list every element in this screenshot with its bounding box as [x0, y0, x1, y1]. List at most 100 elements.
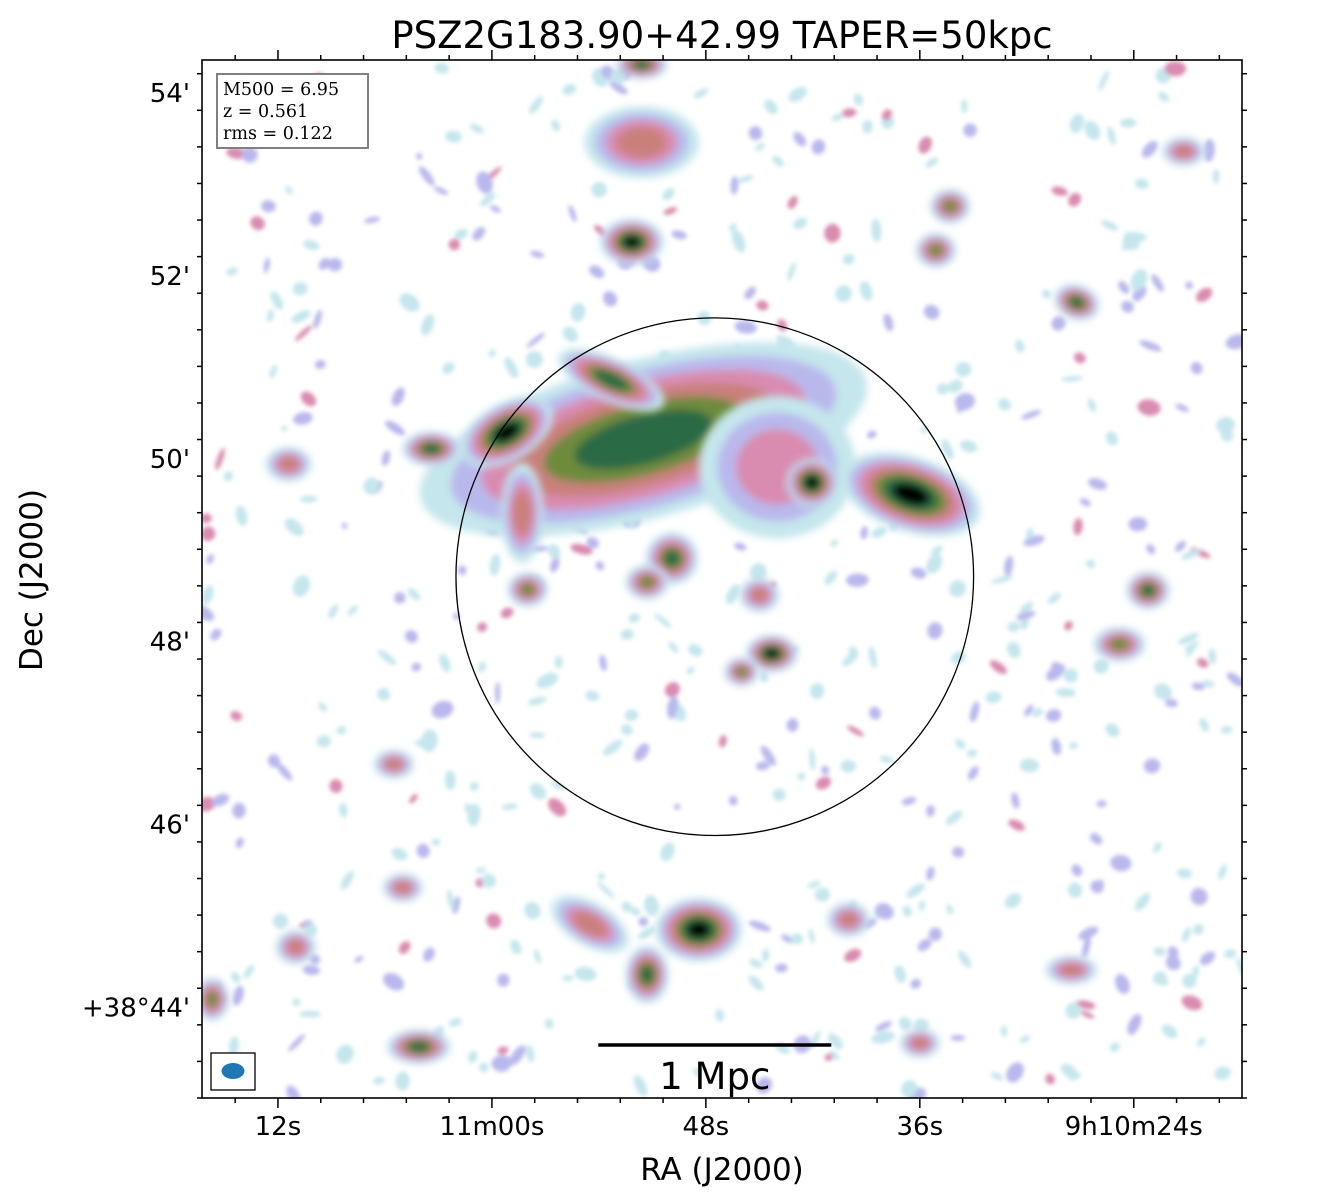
noise-blob [756, 1077, 773, 1094]
source-contour [1174, 145, 1193, 158]
info-rms: rms = 0.122 [223, 124, 333, 144]
noise-blob [529, 732, 545, 738]
radio-source [899, 1028, 940, 1058]
radio-source [1126, 571, 1170, 610]
x-tick-label: 12s [255, 1112, 302, 1142]
info-redshift: z = 0.561 [223, 102, 308, 122]
noise-blob [923, 304, 940, 320]
radio-source [655, 897, 743, 962]
noise-blob [764, 99, 778, 115]
source-contour [595, 370, 628, 390]
noise-blob [807, 880, 821, 889]
noise-blob [793, 132, 807, 147]
noise-blob [787, 262, 796, 281]
source-contour [573, 912, 607, 937]
noise-blob [591, 181, 608, 198]
noise-blob [1225, 334, 1242, 350]
noise-blob [686, 666, 695, 675]
radio-source [551, 895, 629, 953]
noise-blob [737, 175, 754, 183]
noise-blob [1203, 138, 1215, 162]
radio-source [930, 189, 971, 224]
noise-blob [1087, 398, 1096, 412]
noise-blob [1085, 559, 1096, 569]
noise-blob [879, 755, 894, 764]
noise-blob [1176, 868, 1193, 879]
noise-blob [1181, 549, 1201, 560]
noise-blob [409, 793, 418, 804]
noise-blob [860, 526, 868, 540]
radio-source [615, 60, 668, 79]
noise-blob [509, 1045, 526, 1066]
noise-blob [328, 604, 339, 619]
source-contour [633, 60, 650, 70]
noise-blob [1079, 498, 1091, 507]
noise-blob [497, 1046, 509, 1055]
source-contour [640, 965, 654, 984]
noise-blob [1134, 892, 1151, 911]
radio-source [745, 634, 798, 673]
chart-title: PSZ2G183.90+42.99 TAPER=50kpc [391, 14, 1052, 57]
noise-blob [228, 1036, 239, 1057]
noise-blob [1071, 864, 1083, 877]
noise-blob [293, 412, 313, 425]
noise-blob [788, 86, 807, 102]
radio-source [785, 457, 838, 508]
noise-blob [1107, 126, 1116, 146]
noise-blob [1191, 682, 1205, 691]
noise-blob [941, 439, 954, 460]
noise-blob [394, 592, 406, 604]
radio-source [625, 564, 669, 600]
noise-blob [562, 326, 578, 342]
noise-blob [363, 477, 380, 495]
noise-blob [1078, 926, 1099, 940]
image-area: 1 Mpc M500 = 6.95 z = 0.561 rms = 0.122 [202, 60, 1242, 1098]
noise-blob [202, 513, 212, 524]
noise-blob [1134, 178, 1149, 189]
noise-blob [673, 803, 681, 810]
noise-blob [472, 227, 486, 241]
noise-blob [715, 1009, 725, 1022]
noise-blob [336, 1044, 354, 1064]
noise-blob [1105, 723, 1120, 737]
sources-layer [202, 60, 1206, 1065]
radio-source [500, 462, 544, 563]
noise-blob [1158, 91, 1170, 103]
noise-blob [1167, 946, 1179, 959]
noise-blob [1161, 1024, 1178, 1039]
info-m500: M500 = 6.95 [223, 80, 339, 100]
noise-blob [398, 941, 411, 954]
noise-blob [831, 113, 845, 122]
source-contour [409, 1041, 429, 1053]
noise-blob [597, 872, 606, 881]
noise-blob [478, 661, 487, 673]
noise-blob [284, 518, 304, 536]
noise-blob [963, 123, 977, 138]
noise-blob [750, 563, 767, 581]
noise-blob [1141, 140, 1158, 158]
noise-blob [1000, 1025, 1008, 1038]
source-contour [1060, 963, 1083, 977]
noise-blob [756, 300, 769, 311]
noise-blob [411, 662, 422, 672]
noise-blob [1015, 339, 1025, 353]
source-contour [664, 550, 680, 567]
noise-blob [620, 629, 634, 640]
noise-blob [211, 793, 230, 807]
noise-blob [504, 357, 519, 379]
noise-blob [1061, 375, 1084, 382]
noise-blob [950, 1034, 966, 1041]
noise-blob [1019, 601, 1034, 614]
radio-source [1045, 955, 1098, 985]
noise-blob [1153, 971, 1167, 985]
noise-blob [936, 383, 949, 395]
noise-blob [1075, 1000, 1096, 1010]
noise-blob [404, 630, 418, 643]
x-tick-label: 48s [683, 1112, 730, 1142]
noise-blob [931, 545, 943, 557]
noise-blob [718, 735, 727, 748]
noise-blob [1082, 935, 1091, 959]
noise-blob [928, 927, 942, 942]
radio-source [827, 902, 870, 937]
